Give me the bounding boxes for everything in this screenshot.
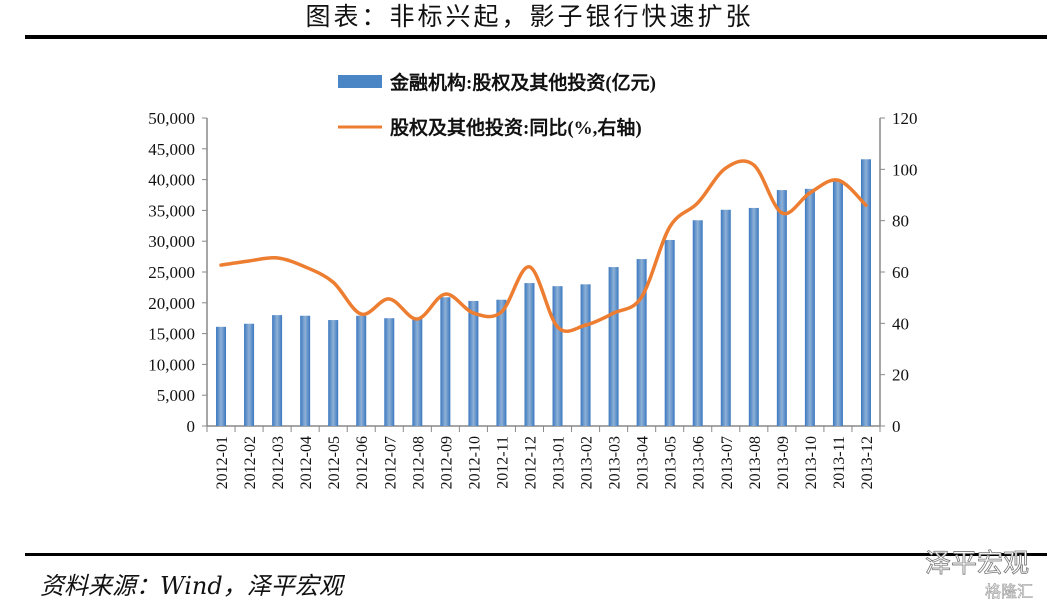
bar xyxy=(412,318,423,426)
x-tick-label: 2012-09 xyxy=(438,436,455,489)
x-tick-label: 2012-06 xyxy=(354,436,371,489)
left-tick-label: 0 xyxy=(187,417,196,436)
chart: 金融机构:股权及其他投资(亿元) 股权及其他投资:同比(%,右轴) 0 5,000… xyxy=(148,71,918,489)
left-tick-label: 30,000 xyxy=(148,232,195,251)
bar xyxy=(776,190,787,426)
right-tick-label: 80 xyxy=(892,212,909,231)
watermark-sub: 格隆汇 xyxy=(985,582,1034,602)
x-tick-label: 2013-12 xyxy=(859,436,876,489)
bar xyxy=(692,220,703,426)
x-tick-label: 2013-01 xyxy=(551,436,568,489)
bar xyxy=(832,180,843,426)
right-tick-label: 40 xyxy=(892,314,909,333)
bar xyxy=(608,267,619,426)
x-tick-label: 2012-10 xyxy=(466,436,483,489)
legend-bar-label: 金融机构:股权及其他投资(亿元) xyxy=(389,71,656,94)
bar xyxy=(384,318,395,426)
bar xyxy=(552,286,563,426)
x-tick-label: 2013-02 xyxy=(579,436,596,489)
top-rule xyxy=(25,35,1047,39)
x-tick-label: 2013-10 xyxy=(803,436,820,489)
bar xyxy=(300,315,311,426)
left-tick-label: 40,000 xyxy=(148,171,195,190)
x-tick-label: 2012-11 xyxy=(494,436,511,489)
bar xyxy=(524,283,535,426)
legend-line-label: 股权及其他投资:同比(%,右轴) xyxy=(390,116,642,139)
left-tick-label: 45,000 xyxy=(148,140,195,159)
bar xyxy=(216,326,227,426)
x-tick-label: 2012-04 xyxy=(298,436,315,489)
x-tick-label: 2013-03 xyxy=(607,436,624,489)
legend: 金融机构:股权及其他投资(亿元) 股权及其他投资:同比(%,右轴) xyxy=(338,71,656,139)
bottom-rule xyxy=(25,553,1047,556)
x-tick-label: 2013-09 xyxy=(775,436,792,489)
right-tick-label: 20 xyxy=(892,366,909,385)
bar xyxy=(272,315,283,426)
right-tick-label: 0 xyxy=(892,417,901,436)
right-tick-label: 60 xyxy=(892,263,909,282)
bar xyxy=(496,299,507,426)
right-tick-label: 100 xyxy=(892,160,918,179)
x-tick-label: 2013-05 xyxy=(663,436,680,489)
x-tick-label: 2012-03 xyxy=(270,436,287,489)
source-note: 资料来源：Wind，泽平宏观 xyxy=(40,572,343,600)
yoy-line xyxy=(219,159,868,333)
left-tick-label: 5,000 xyxy=(157,386,195,405)
watermark: 泽平宏观 xyxy=(925,549,1030,580)
bar xyxy=(580,284,591,426)
x-tick-label: 2013-06 xyxy=(691,436,708,489)
left-tick-label: 50,000 xyxy=(148,109,195,128)
bar xyxy=(860,159,871,426)
x-tick-label: 2013-11 xyxy=(831,436,848,489)
x-tick-label: 2013-08 xyxy=(747,436,764,489)
x-tick-label: 2012-07 xyxy=(382,436,399,489)
page-title: 图表：非标兴起，影子银行快速扩张 xyxy=(305,2,754,31)
x-tick-label: 2012-05 xyxy=(326,436,343,489)
x-tick-label: 2013-07 xyxy=(719,436,736,489)
x-tick-label: 2013-04 xyxy=(635,436,652,489)
left-tick-label: 35,000 xyxy=(148,201,195,220)
bar xyxy=(720,209,731,426)
bar xyxy=(244,323,255,426)
bar xyxy=(804,188,815,426)
legend-bar-swatch xyxy=(338,75,382,88)
bar xyxy=(468,300,479,426)
bar xyxy=(440,297,451,426)
x-tick-label: 2012-08 xyxy=(410,436,427,489)
x-tick-label: 2012-12 xyxy=(522,436,539,489)
bar xyxy=(636,259,647,426)
right-tick-label: 120 xyxy=(892,109,918,128)
left-tick-label: 10,000 xyxy=(148,355,195,374)
bar xyxy=(356,315,367,426)
left-tick-label: 20,000 xyxy=(148,294,195,313)
x-tick-label: 2012-01 xyxy=(214,436,231,489)
bar xyxy=(328,320,339,426)
bar xyxy=(664,239,675,426)
x-tick-label: 2012-02 xyxy=(242,436,259,489)
left-tick-label: 15,000 xyxy=(148,325,195,344)
left-tick-label: 25,000 xyxy=(148,263,195,282)
bar xyxy=(748,207,759,426)
